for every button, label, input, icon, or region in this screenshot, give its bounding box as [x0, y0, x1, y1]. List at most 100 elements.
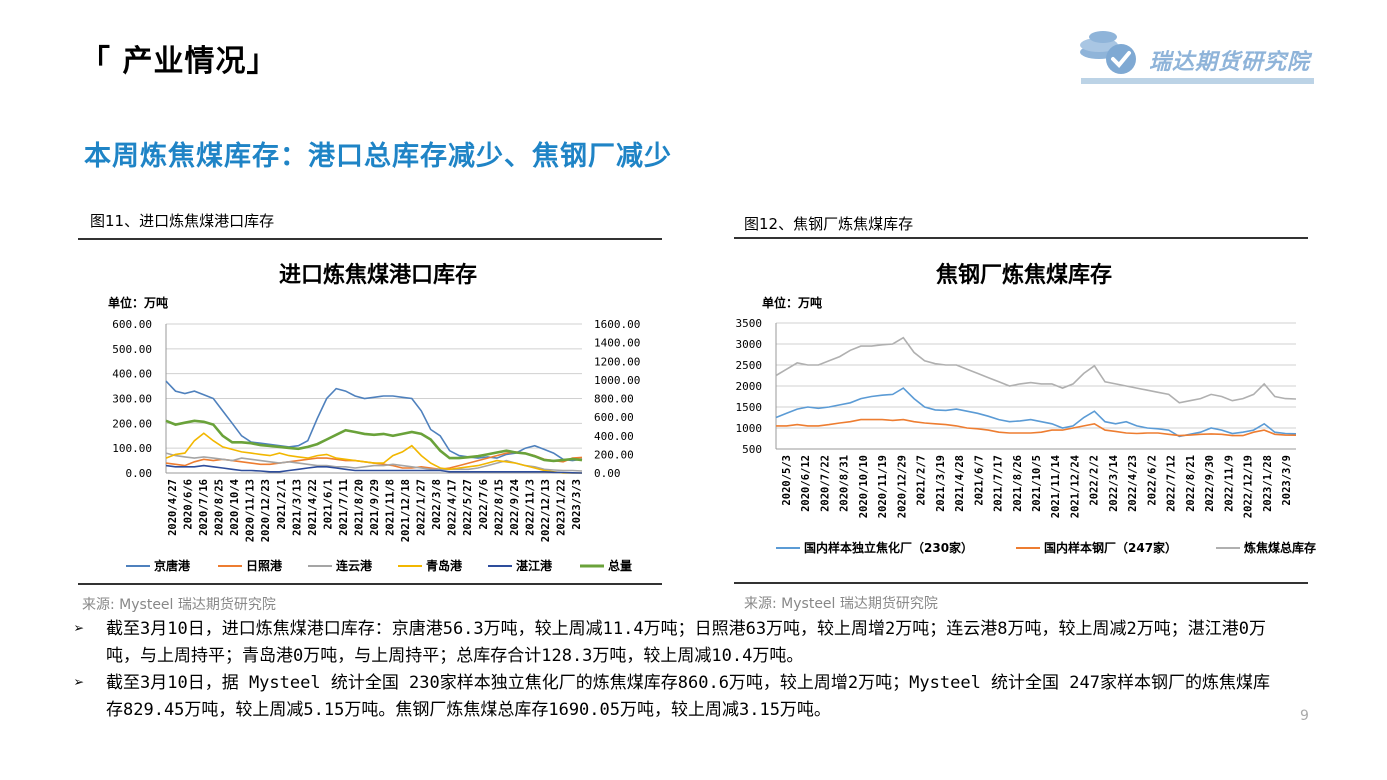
bullet-arrow-icon: ➢: [74, 619, 85, 639]
x-tick-label: 2022/12/19: [1243, 455, 1255, 518]
figure-11-bottom-rule: [78, 583, 662, 585]
legend-label: 日照港: [246, 558, 283, 573]
page-title: 「 产业情况」: [80, 44, 278, 79]
series-line-总量: [165, 419, 583, 463]
coin-stack-icon: [1080, 31, 1136, 74]
x-tick-label: 2021/4/28: [954, 455, 966, 512]
legend-label: 湛江港: [516, 558, 553, 573]
chart-title: 焦钢厂炼焦煤库存: [935, 262, 1112, 288]
series-line-国内样本独立焦化厂（230家）: [775, 387, 1297, 438]
x-tick-label: 2021/10/5: [1031, 455, 1043, 512]
y2-tick-label: 0.00: [594, 467, 621, 480]
x-tick-label: 2021/6/7: [973, 455, 985, 506]
x-tick-label: 2022/7/12: [1166, 455, 1178, 512]
y-tick-label: 200.00: [112, 417, 152, 430]
x-tick-label: 2021/2/7: [916, 455, 928, 506]
x-tick-label: 2021/6/1: [322, 479, 334, 530]
x-tick-label: 2020/8/31: [839, 455, 851, 512]
x-tick-label: 2022/3/8: [431, 479, 443, 530]
bullet-item-port: ➢ 截至3月10日，进口炼焦煤港口库存：京唐港56.3万吨，较上周减11.4万吨…: [72, 616, 1272, 670]
x-tick-label: 2022/4/17: [447, 479, 459, 536]
x-tick-label: 2021/9/29: [369, 479, 381, 536]
y-tick-label: 1000: [736, 422, 763, 435]
unit-label: 单位：万吨: [762, 295, 822, 310]
y-tick-label: 600.00: [112, 318, 152, 331]
y2-tick-label: 1200.00: [594, 355, 640, 368]
y-tick-label: 0.00: [126, 467, 153, 480]
series-line-湛江港: [165, 464, 583, 474]
x-tick-label: 2021/3/13: [291, 479, 303, 536]
legend-label: 炼焦煤总库存: [1244, 540, 1316, 555]
y-tick-label: 100.00: [112, 442, 152, 455]
x-tick-label: 2021/11/14: [1050, 455, 1062, 518]
y2-tick-label: 400.00: [594, 430, 634, 443]
x-tick-label: 2021/3/19: [935, 455, 947, 512]
series-line-京唐港: [165, 380, 583, 462]
series-line-炼焦煤总库存: [775, 336, 1297, 404]
x-tick-label: 2023/3/9: [1281, 455, 1293, 506]
company-logo: 瑞达期货研究院: [1075, 26, 1320, 86]
legend-label: 国内样本独立焦化厂（230家）: [804, 540, 973, 555]
x-tick-label: 2022/1/27: [416, 479, 428, 536]
x-tick-label: 2020/11/19: [877, 455, 889, 518]
x-tick-label: 2022/9/30: [1204, 455, 1216, 512]
y-tick-label: 2500: [736, 359, 763, 372]
figure-11-caption: 图11、进口炼焦煤港口库存: [90, 212, 275, 230]
x-tick-label: 2023/1/22: [555, 479, 567, 536]
y-tick-label: 3500: [736, 317, 763, 330]
x-tick-label: 2021/7/11: [338, 479, 350, 536]
section-subtitle: 本周炼焦煤库存：港口总库存减少、焦钢厂减少: [84, 141, 672, 172]
x-tick-label: 2020/7/16: [198, 479, 210, 536]
x-tick-label: 2022/4/23: [1127, 455, 1139, 512]
figure-11-source: 来源: Mysteel 瑞达期货研究院: [82, 597, 276, 613]
x-tick-label: 2021/12/18: [400, 479, 412, 542]
figure-11-top-rule: [78, 238, 662, 240]
figure-12-caption: 图12、焦钢厂炼焦煤库存: [744, 215, 914, 233]
x-tick-label: 2021/8/20: [353, 479, 365, 536]
y-tick-label: 2000: [736, 380, 763, 393]
bullet-text: 截至3月10日，进口炼焦煤港口库存：京唐港56.3万吨，较上周减11.4万吨；日…: [106, 619, 1266, 666]
x-tick-label: 2022/11/3: [524, 479, 536, 536]
x-tick-label: 2022/7/6: [478, 479, 490, 530]
x-tick-label: 2020/4/27: [167, 479, 179, 536]
series-line-国内样本钢厂（247家）: [776, 418, 1297, 437]
x-tick-label: 2023/3/3: [571, 479, 583, 530]
x-tick-label: 2022/3/14: [1108, 455, 1120, 512]
x-tick-label: 2022/6/2: [1146, 455, 1158, 506]
x-tick-label: 2020/12/23: [260, 479, 272, 542]
x-tick-label: 2022/8/15: [493, 479, 505, 536]
x-tick-label: 2021/4/22: [307, 479, 319, 536]
bullet-text: 截至3月10日，据 Mysteel 统计全国 230家样本独立焦化厂的炼焦煤库存…: [106, 673, 1270, 720]
x-tick-label: 2022/8/21: [1185, 455, 1197, 512]
x-tick-label: 2020/6/6: [183, 479, 195, 530]
y-tick-label: 3000: [736, 338, 763, 351]
x-tick-label: 2020/8/25: [214, 479, 226, 536]
bullet-item-mills: ➢ 截至3月10日，据 Mysteel 统计全国 230家样本独立焦化厂的炼焦煤…: [72, 670, 1272, 724]
x-tick-label: 2022/9/24: [509, 479, 521, 536]
legend-label: 连云港: [336, 558, 373, 573]
logo-underline: [1081, 78, 1314, 84]
x-tick-label: 2020/10/4: [229, 479, 241, 536]
x-tick-label: 2021/7/17: [993, 455, 1005, 512]
figure-12-bottom-rule: [734, 582, 1308, 584]
figure-12-source: 来源: Mysteel 瑞达期货研究院: [744, 596, 938, 612]
y2-tick-label: 600.00: [594, 411, 634, 424]
legend-label: 国内样本钢厂（247家）: [1044, 540, 1177, 555]
x-tick-label: 2020/12/29: [896, 455, 908, 518]
x-tick-label: 2022/11/9: [1223, 455, 1235, 512]
y2-tick-label: 1000.00: [594, 374, 640, 387]
x-tick-label: 2022/2/2: [1089, 455, 1101, 506]
y-tick-label: 400.00: [112, 368, 152, 381]
x-tick-label: 2020/7/22: [819, 455, 831, 512]
x-tick-label: 2023/1/28: [1262, 455, 1274, 512]
x-tick-label: 2020/5/3: [781, 455, 793, 506]
legend-label: 青岛港: [426, 558, 463, 573]
x-tick-label: 2020/6/12: [800, 455, 812, 512]
page-number: 9: [1300, 708, 1309, 724]
x-tick-label: 2021/11/8: [385, 479, 397, 536]
x-tick-label: 2021/2/1: [276, 479, 288, 530]
x-tick-label: 2021/12/24: [1069, 455, 1081, 518]
x-tick-label: 2021/8/26: [1012, 455, 1024, 512]
